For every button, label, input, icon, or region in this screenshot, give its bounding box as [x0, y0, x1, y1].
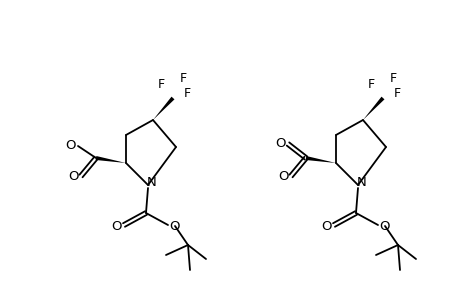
- Polygon shape: [362, 97, 384, 120]
- Text: N: N: [356, 176, 366, 190]
- Text: F: F: [157, 77, 164, 91]
- Text: F: F: [367, 77, 374, 91]
- Text: N: N: [147, 176, 157, 190]
- Text: O: O: [278, 170, 289, 184]
- Text: F: F: [392, 86, 400, 100]
- Polygon shape: [305, 156, 335, 163]
- Polygon shape: [153, 97, 174, 120]
- Text: F: F: [389, 71, 396, 85]
- Text: F: F: [183, 86, 190, 100]
- Polygon shape: [95, 156, 126, 163]
- Text: O: O: [68, 170, 79, 184]
- Text: O: O: [66, 139, 76, 152]
- Text: F: F: [179, 71, 186, 85]
- Text: O: O: [321, 220, 331, 232]
- Text: O: O: [275, 136, 285, 149]
- Text: O: O: [379, 220, 389, 232]
- Text: O: O: [169, 220, 180, 232]
- Text: O: O: [112, 220, 122, 232]
